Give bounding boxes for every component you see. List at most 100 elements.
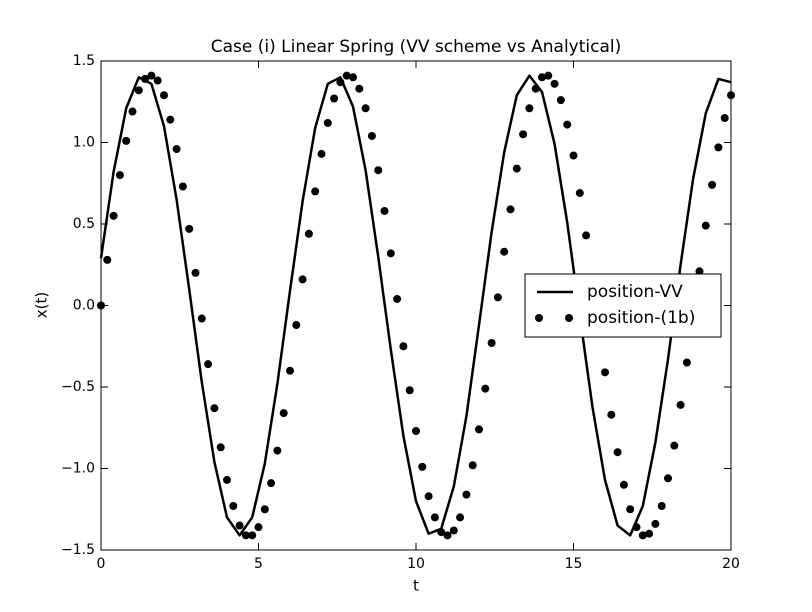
scatter-point [664,474,672,483]
scatter-point [229,501,238,510]
legend-label: position-VV [587,282,683,302]
scatter-point [393,294,402,303]
scatter-point [695,267,704,276]
scatter-point [286,366,294,375]
scatter-point [645,529,654,538]
y-tick-label: 0.5 [73,216,95,232]
scatter-point [336,78,345,87]
scatter-point [210,404,219,413]
scatter-point [216,443,225,452]
scatter-point [487,338,496,347]
scatter-point [223,475,231,484]
scatter-point [676,400,685,409]
scatter-point [538,73,546,82]
scatter-point [273,446,282,455]
scatter-point [449,526,458,535]
scatter-point [330,94,339,103]
scatter-point [134,86,143,95]
x-tick-label: 5 [254,556,263,572]
scatter-point [682,358,691,367]
y-tick-label: −1.5 [61,542,95,558]
legend-swatch [535,314,543,322]
scatter-point [468,461,477,470]
x-tick-label: 10 [407,556,425,572]
scatter-point [512,164,521,173]
y-tick-label: 1.5 [73,53,95,69]
scatter-point [279,409,288,418]
legend-label: position-(1b) [587,308,695,328]
scatter-point [708,180,717,189]
y-tick-label: −0.5 [61,379,95,395]
scatter-point [701,221,710,230]
scatter-point [720,114,729,123]
scatter-point [556,96,565,105]
scatter-point [342,71,351,80]
scatter-point [475,425,483,434]
scatter-point [626,505,635,514]
scatter-point [418,462,427,471]
scatter-point [361,104,370,113]
scatter-point [607,410,616,419]
plot-frame [100,60,732,551]
scatter-point [355,84,364,93]
line-series [99,74,732,537]
y-axis-label: x(t) [33,292,51,318]
scatter-point [550,79,559,88]
scatter-point [412,427,420,436]
legend-swatch [565,314,573,322]
scatter-point [147,71,156,80]
scatter-point [500,247,509,256]
scatter-point [632,523,641,532]
scatter-point [714,143,723,152]
scatter-point [437,528,446,537]
y-tick-label: 0.0 [73,298,95,314]
scatter-point [103,255,112,264]
scatter-point [601,368,609,377]
scatter-point [544,71,553,80]
scatter-point [424,492,433,501]
scatter-point [178,182,187,191]
scatter-point [374,166,383,175]
scatter-point [405,386,414,395]
scatter-point [109,211,118,220]
scatter-point [582,231,591,240]
scatter-point [525,104,534,113]
scatter-point [519,130,528,139]
scatter-point [254,523,263,532]
scatter-point [172,145,181,154]
scatter-point [462,490,471,499]
scatter-point [563,120,572,129]
scatter-point [506,205,515,214]
scatter-point [349,73,357,82]
scatter-point [443,531,452,540]
scatter-point [531,84,540,93]
scatter-point [317,149,326,158]
scatter-point [267,479,276,488]
scatter-point [575,189,584,198]
x-tick-label: 20 [722,556,740,572]
scatter-point [191,268,200,277]
scatter-point [481,384,490,393]
scatter-point [197,314,206,323]
scatter-point [613,448,622,457]
legend-box [524,273,722,338]
chart-title: Case (i) Linear Spring (VV scheme vs Ana… [211,37,622,57]
scatter-point [430,513,439,522]
x-axis-label: t [413,577,419,595]
scatter-point [399,342,408,351]
scatter-point [153,76,162,85]
scatter-point [298,275,307,284]
scatter-point [311,187,320,196]
y-tick-label: 1.0 [73,135,95,151]
y-tick-label: −1.0 [61,461,95,477]
scatter-point [204,360,213,369]
scatter-point [115,171,124,180]
scatter-point [185,224,194,233]
scatter-point [651,519,660,528]
scatter-point [241,531,250,540]
scatter-point [260,505,269,514]
scatter-point [292,321,301,330]
scatter-point [323,118,332,127]
